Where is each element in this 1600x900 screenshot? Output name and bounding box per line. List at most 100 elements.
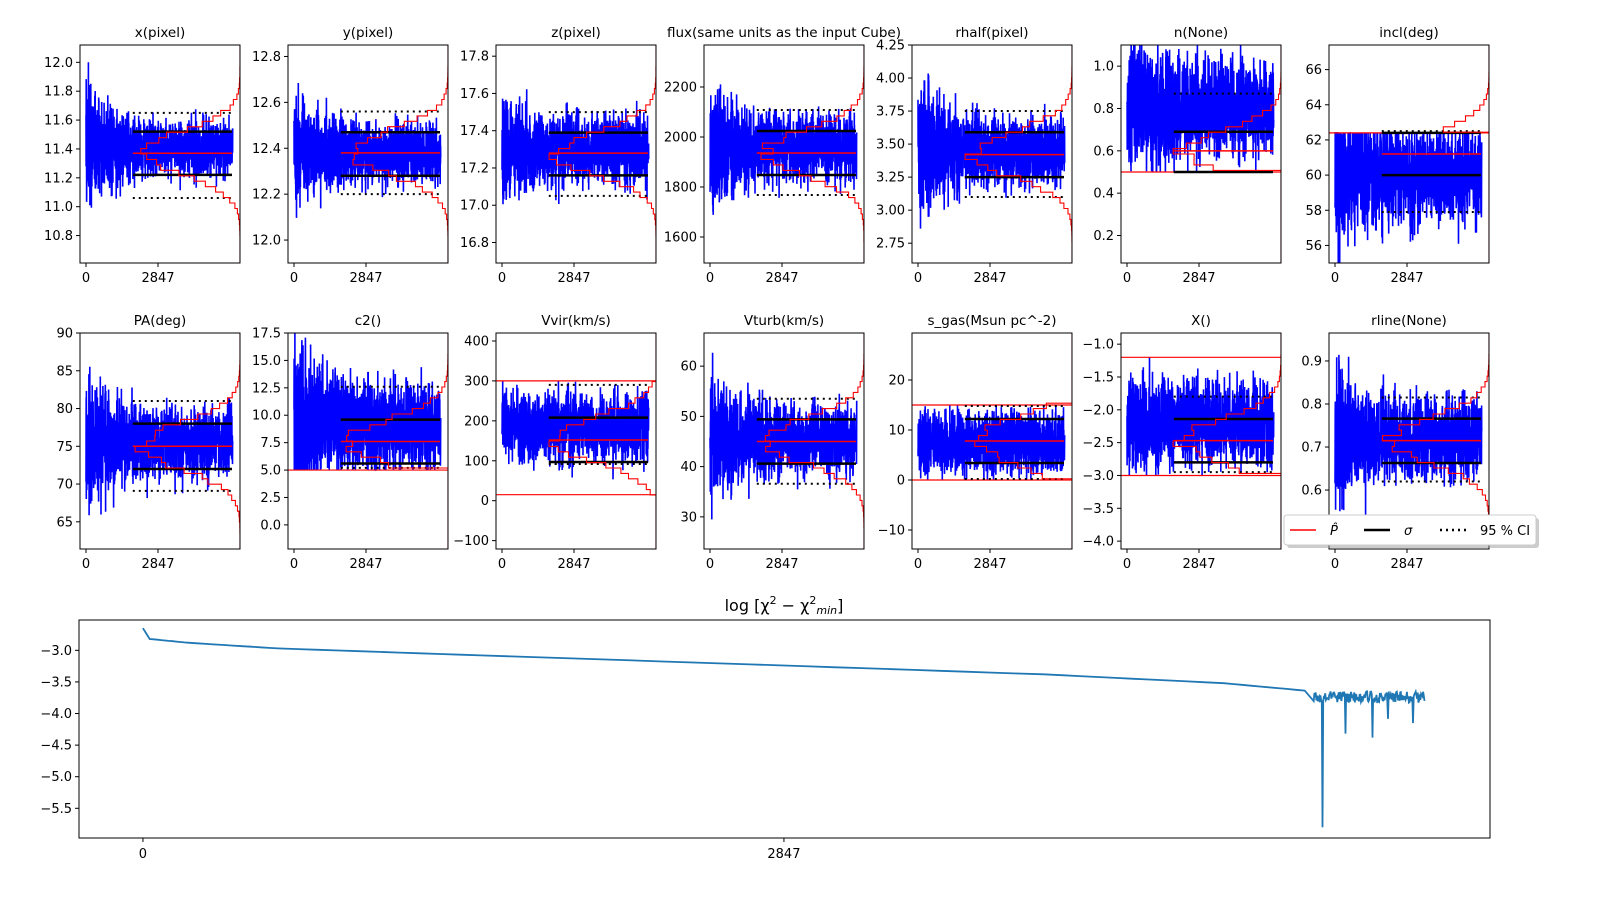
y-tick-label: −1.0 [1082,338,1114,353]
axes-frame [78,619,1491,839]
panel-title: incl(deg) [1379,25,1438,41]
chi2-title-part: ] [837,596,843,615]
trace-panel: flux(same units as the input Cube) 1600 18… [664,25,901,286]
posterior-histogram [1381,333,1489,549]
y-tick-label: 300 [464,374,489,389]
y-tick-label: −4.5 [40,739,72,754]
trace-panel: c2() 0.0 2.5 5.0 7.5 10.0 12.5 15.0 17.5 0 2847 [252,313,449,572]
axes-frame [79,44,241,264]
y-tick-label: −3.0 [1082,469,1114,484]
trace-panel: rhalf(pixel) 2.75 3.00 3.25 3.50 3.75 4.00 4.25… [876,25,1073,286]
axes-frame [287,332,449,550]
axes-frame [1328,332,1490,550]
y-tick-label: 100 [464,454,489,469]
chi2-title-part: − χ [777,596,810,615]
panel-title: flux(same units as the input Cube) [667,25,901,41]
y-tick-label: 17.5 [252,327,281,342]
x-tick-label: 0 [498,557,506,572]
x-tick-label: 0 [1331,271,1339,286]
x-tick-label: 0 [1331,557,1339,572]
posterior-histogram [764,333,864,549]
y-tick-label: 0.4 [1093,187,1114,202]
y-tick-label: 60 [680,360,697,375]
y-tick-label: 4.00 [876,72,905,87]
y-tick-label: 1600 [664,231,697,246]
chi2-title-part: 2 [770,594,777,607]
posterior-histogram [964,45,1072,263]
trace-line [293,333,442,471]
trace-line [85,62,234,208]
y-tick-label: 12.5 [252,381,281,396]
y-tick-label: 60 [1305,169,1322,184]
y-tick-label: −100 [453,534,489,549]
y-tick-label: 15.0 [252,354,281,369]
y-tick-label: 17.0 [460,199,489,214]
trace-panel: Vvir(km/s) −100 0 100 200 300 400 0 2847 [453,313,657,572]
panel-title: n(None) [1174,25,1228,41]
x-tick-label: 2847 [141,271,174,286]
trace-line [85,366,234,516]
y-tick-label: 70 [56,478,73,493]
y-tick-label: 0.9 [1301,354,1322,369]
x-tick-label: 0 [1123,557,1131,572]
plot-area [1334,333,1489,549]
posterior-histogram [140,45,240,263]
x-tick-label: 0 [706,557,714,572]
y-tick-label: 11.6 [44,114,73,129]
y-tick-label: 10.8 [44,229,73,244]
axes-frame [1120,332,1282,550]
trace-line [1126,357,1275,476]
legend-label: 95 % CI [1480,524,1530,539]
y-tick-label: 200 [464,414,489,429]
legend-box [1283,514,1537,546]
trace-panel: X() −4.0 −3.5 −3.0 −2.5 −2.0 −1.5 −1.0 0 2847 [1082,313,1282,572]
trace-line [1334,354,1483,519]
y-tick-label: 80 [56,402,73,417]
y-tick-label: 12.4 [252,142,281,157]
x-tick-label: 2847 [1390,557,1423,572]
y-tick-label: 3.75 [876,105,905,120]
axes-frame [495,44,657,264]
panel-title: rline(None) [1371,313,1447,329]
trace-panel: n(None) 0.2 0.4 0.6 0.8 1.0 0 2847 [1093,25,1282,286]
trace-line [709,352,858,520]
trace-line [917,404,1066,481]
axes-frame [495,332,657,550]
y-tick-label: 64 [1305,98,1322,113]
chi2-title-part: min [816,604,837,617]
y-tick-label: 10 [888,424,905,439]
y-tick-label: 2.75 [876,237,905,252]
panel-title: X() [1191,313,1211,329]
trace-panel: x(pixel) 10.8 11.0 11.2 11.4 11.6 11.8 12.0 0 284… [44,25,241,286]
y-tick-label: −3.5 [40,675,72,690]
trace-line [709,84,858,215]
x-tick-label: 2847 [1182,557,1215,572]
y-tick-label: 0.8 [1301,397,1322,412]
posterior-histogram [760,45,864,263]
plot-area [1329,45,1489,263]
x-tick-label: 2847 [349,557,382,572]
trace-panel: Vturb(km/s) 30 40 50 60 0 2847 [680,313,865,572]
trace-panel: rline(None) 0.6 0.7 0.8 0.9 0 2847 [1301,313,1490,572]
y-tick-label: 4.25 [876,39,905,54]
trace-panel: z(pixel) 16.8 17.0 17.2 17.4 17.6 17.8 0 2847 [460,25,657,286]
axes-frame [703,332,865,550]
axes-frame [1328,44,1490,264]
y-tick-label: 30 [680,510,697,525]
trace-line [293,82,442,218]
trace-line [501,380,650,480]
y-tick-label: −3.0 [40,644,72,659]
y-tick-label: 2000 [664,131,697,146]
plot-area [1121,333,1281,549]
posterior-histogram [1172,45,1281,263]
y-tick-label: 3.25 [876,171,905,186]
y-tick-label: 400 [464,334,489,349]
y-tick-label: 20 [888,374,905,389]
panel-title: c2() [355,313,382,329]
plot-area [1121,45,1281,263]
trace-line [917,73,1066,229]
y-tick-label: 50 [680,410,697,425]
x-tick-label: 2847 [1390,271,1423,286]
y-tick-label: 12.2 [252,188,281,203]
